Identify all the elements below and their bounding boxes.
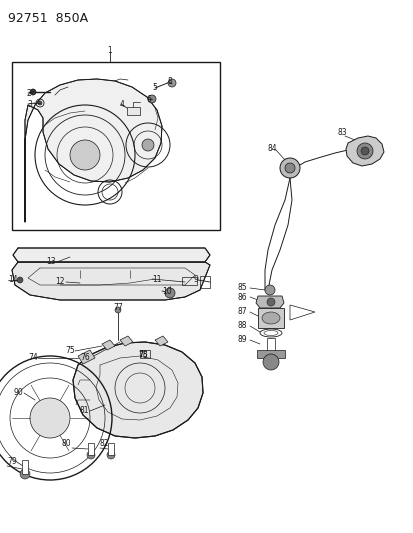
Text: 12: 12 [55,278,64,287]
Text: 77: 77 [113,303,122,312]
Text: 87: 87 [237,308,247,317]
Text: 82: 82 [100,440,109,448]
Polygon shape [120,336,133,346]
Text: 78: 78 [138,351,147,359]
Polygon shape [25,79,161,222]
Polygon shape [102,340,115,350]
Polygon shape [154,336,168,346]
Polygon shape [13,248,209,262]
Bar [182,277,197,285]
Circle shape [168,79,176,87]
Circle shape [360,147,368,155]
Circle shape [30,398,70,438]
Bar [108,443,114,455]
Text: 75: 75 [138,351,147,360]
Text: 92751  850A: 92751 850A [8,12,88,25]
Polygon shape [73,342,202,438]
Text: 13: 13 [46,257,55,266]
Text: 14: 14 [8,276,18,285]
Polygon shape [289,305,314,320]
Bar [199,276,209,288]
Text: 8: 8 [168,77,172,85]
Bar [88,443,94,455]
Text: 6: 6 [147,94,152,103]
Text: 1: 1 [107,45,112,54]
Text: 74: 74 [28,353,38,362]
Circle shape [262,354,278,370]
Circle shape [70,140,100,170]
Text: 89: 89 [237,335,247,344]
Ellipse shape [261,312,279,324]
Polygon shape [345,136,383,166]
Circle shape [20,469,30,479]
Text: 81: 81 [80,407,89,416]
Circle shape [284,163,294,173]
Bar [140,350,150,358]
Text: 79: 79 [7,457,17,466]
Circle shape [30,89,36,95]
Circle shape [142,139,154,151]
Circle shape [279,158,299,178]
Text: 75: 75 [65,346,75,356]
Circle shape [147,95,156,103]
Circle shape [264,285,274,295]
Circle shape [266,298,274,306]
Circle shape [17,277,23,283]
Circle shape [38,101,42,105]
Text: 80: 80 [62,440,71,448]
Text: 83: 83 [337,127,347,136]
Text: 10: 10 [161,287,171,295]
Bar [12,62,219,230]
Text: 84: 84 [267,143,277,152]
Polygon shape [257,308,283,328]
Polygon shape [256,350,284,358]
Text: 11: 11 [152,274,161,284]
Text: 9: 9 [192,276,197,285]
Text: 88: 88 [237,321,247,330]
Polygon shape [78,350,95,364]
Polygon shape [127,107,140,115]
Text: 86: 86 [237,293,247,302]
Circle shape [165,288,175,298]
Circle shape [115,307,121,313]
Text: 4: 4 [120,100,125,109]
Bar [266,338,274,358]
Polygon shape [12,262,209,300]
Text: 2: 2 [27,88,32,98]
Circle shape [356,143,372,159]
Text: 76: 76 [80,353,90,362]
Text: 90: 90 [14,389,24,398]
Bar [22,460,28,474]
Circle shape [87,451,95,459]
Polygon shape [255,296,283,308]
Text: 5: 5 [152,83,157,92]
Text: 85: 85 [237,284,247,293]
Text: 3: 3 [27,100,32,109]
Circle shape [107,451,115,459]
